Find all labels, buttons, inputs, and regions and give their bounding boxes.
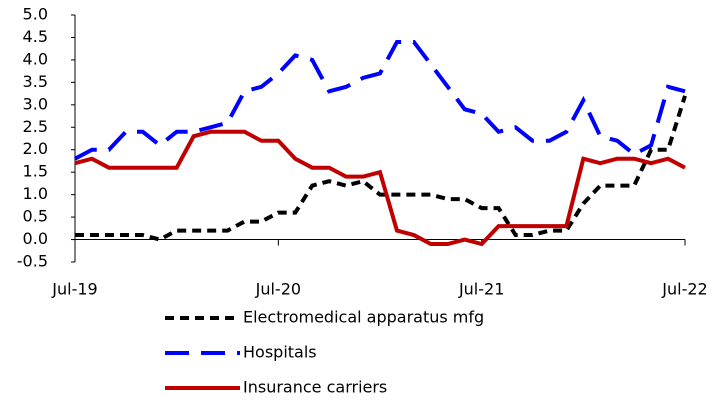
x-tick-label: Jul-20	[255, 280, 301, 299]
y-tick-label: 1.5	[23, 162, 48, 181]
y-tick-label: 5.0	[23, 5, 48, 24]
y-tick-label: 2.0	[23, 139, 48, 158]
y-tick-label: -0.5	[17, 252, 48, 271]
y-tick-label: 0.0	[23, 229, 48, 248]
y-tick-label: 1.0	[23, 184, 48, 203]
line-series	[75, 95, 687, 242]
legend-label: Electromedical apparatus mfg	[243, 308, 484, 327]
legend-label: Insurance carriers	[243, 378, 387, 397]
y-tick-label: 3.0	[23, 94, 48, 113]
line-series	[74, 129, 686, 247]
y-tick-label: 4.5	[23, 27, 48, 46]
x-tick-label: Jul-22	[661, 280, 707, 299]
y-tick-label: 3.5	[23, 72, 48, 91]
legend-label: Hospitals	[243, 343, 317, 362]
line-series	[74, 39, 686, 161]
y-tick-label: 4.0	[23, 49, 48, 68]
x-tick-label: Jul-21	[458, 280, 504, 299]
y-tick-label: 2.5	[23, 117, 48, 136]
y-tick-label: 0.5	[23, 207, 48, 226]
x-tick-label: Jul-19	[51, 280, 97, 299]
